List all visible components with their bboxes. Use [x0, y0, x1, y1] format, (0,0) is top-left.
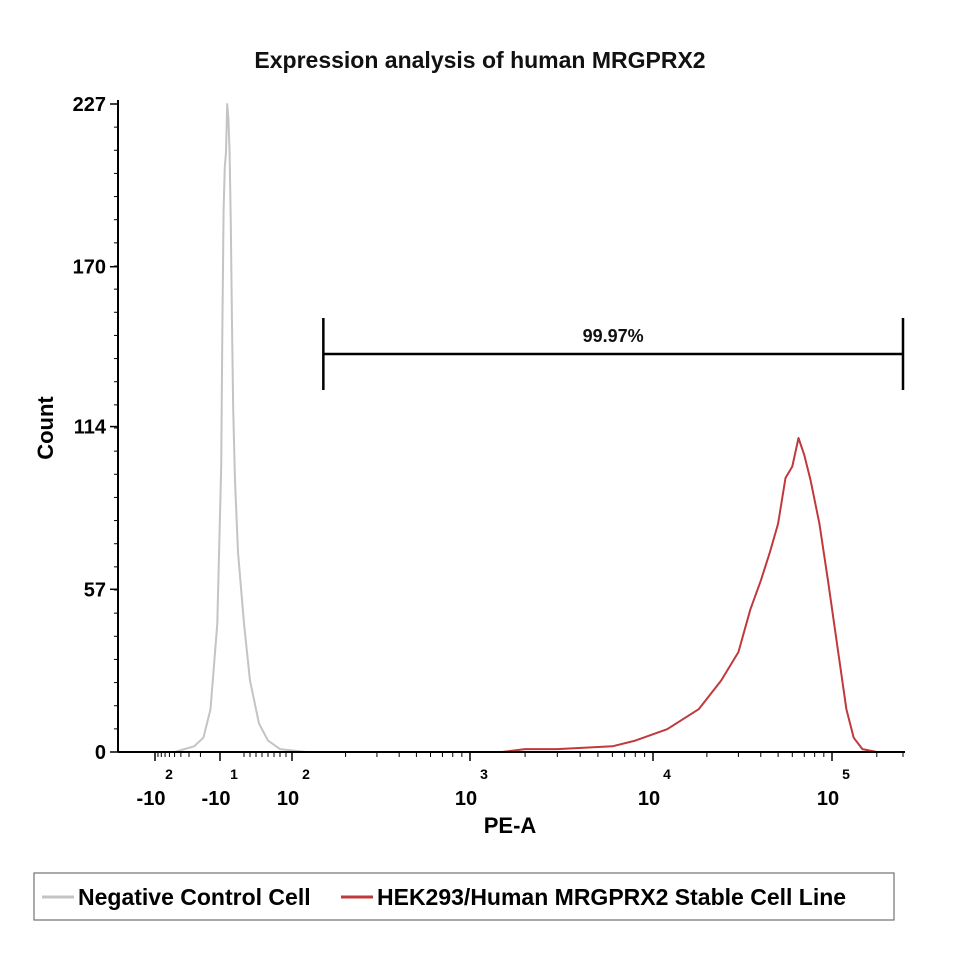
series-line-1: [155, 103, 307, 753]
y-tick-label: 227: [73, 94, 106, 116]
x-tick-base: 10: [455, 788, 477, 810]
gate-label: 99.97%: [583, 326, 644, 346]
y-tick-label: 170: [73, 257, 106, 279]
x-axis-label: PE-A: [484, 813, 537, 838]
legend: Negative Control Cell HEK293/Human MRGPRX…: [42, 884, 846, 910]
x-tick-exponent: 3: [480, 766, 488, 782]
y-tick-label: 0: [95, 742, 106, 764]
x-tick-base: 10: [277, 788, 299, 810]
legend-label-1: Negative Control Cell: [78, 884, 311, 910]
y-axis-label: Count: [33, 396, 58, 460]
x-tick-base: 10: [638, 788, 660, 810]
y-axis-ticks: 0 57 114 170 227: [73, 94, 118, 764]
legend-box: [33, 872, 895, 921]
x-tick-exponent: 5: [842, 766, 850, 782]
x-tick-base: 10: [817, 788, 839, 810]
chart-title: Expression analysis of human MRGPRX2: [254, 47, 705, 73]
x-tick-exponent: 4: [663, 766, 671, 782]
x-tick-exponent: 1: [230, 766, 238, 782]
x-tick-base: -10: [202, 788, 231, 810]
x-tick-exponent: 2: [302, 766, 310, 782]
x-tick-base: -10: [137, 788, 166, 810]
x-tick-exponent: 2: [165, 766, 173, 782]
y-tick-label: 114: [74, 417, 107, 439]
legend-label-2: HEK293/Human MRGPRX2 Stable Cell Line: [377, 884, 846, 910]
y-tick-label: 57: [84, 579, 106, 601]
plot-area: [155, 103, 877, 753]
series-line-2: [323, 437, 877, 753]
gate-marker: 99.97%: [322, 318, 905, 390]
